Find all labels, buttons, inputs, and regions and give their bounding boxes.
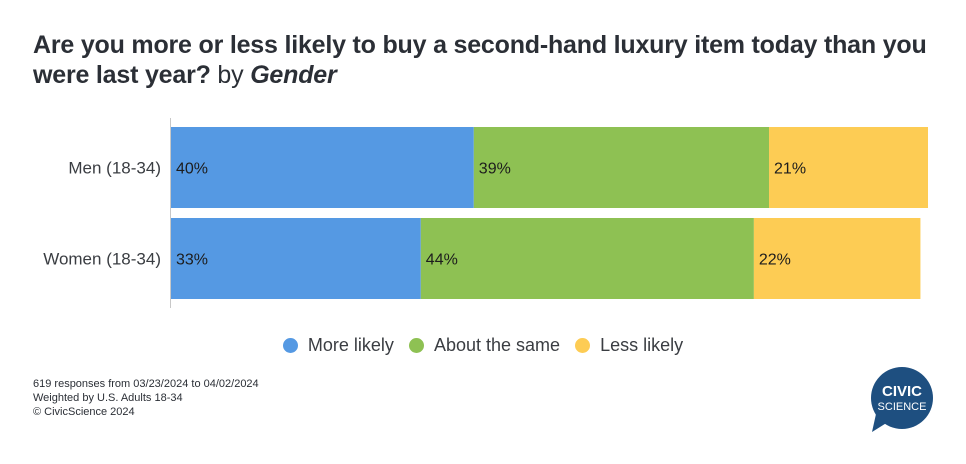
logo-bubble-tail-icon <box>872 414 888 432</box>
logo-text-civic: CIVIC <box>882 383 922 400</box>
footer-notes: 619 responses from 03/23/2024 to 04/02/2… <box>33 377 259 419</box>
legend-item-about-the-same[interactable]: About the same <box>408 335 561 356</box>
legend-label: Less likely <box>600 335 684 355</box>
logo-text-science: SCIENCE <box>878 401 927 413</box>
bars-group: 40% 39% 21% 33% 44% 22% <box>171 127 928 299</box>
civicscience-logo: CIVIC SCIENCE <box>871 367 933 432</box>
legend-dot-icon <box>408 338 424 353</box>
value-label-men-18-34-less-likely: 21% <box>774 161 806 178</box>
footer-responses: 619 responses from 03/23/2024 to 04/02/2… <box>33 378 259 390</box>
value-label-men-18-34-more-likely: 40% <box>176 161 208 178</box>
footer-weighting: Weighted by U.S. Adults 18-34 <box>33 392 183 404</box>
chart-title: Are you more or less likely to buy a sec… <box>33 30 933 90</box>
bar-men-18-34-about-the-same[interactable] <box>473 127 770 208</box>
category-label-women-18-34: Women (18-34) <box>43 250 161 269</box>
title-dimension: Gender <box>250 61 337 89</box>
legend-dot-icon <box>575 338 591 353</box>
bar-women-18-34-less-likely[interactable] <box>753 218 921 299</box>
bar-women-18-34-more-likely[interactable] <box>171 218 421 299</box>
logo-bubble-icon <box>871 367 933 429</box>
value-label-men-18-34-about-the-same: 39% <box>479 161 511 178</box>
category-label-men-18-34: Men (18-34) <box>68 159 161 178</box>
legend-item-more-likely[interactable]: More likely <box>282 335 394 356</box>
bar-women-18-34-about-the-same[interactable] <box>420 218 754 299</box>
legend-dot-icon <box>282 338 298 353</box>
legend-item-less-likely[interactable]: Less likely <box>575 335 683 356</box>
legend: More likely About the same Less likely <box>0 335 966 358</box>
stacked-bar-chart: 40% 39% 21% 33% 44% 22% Men (18-34) Women (18-… <box>43 118 928 308</box>
legend-label: More likely <box>307 335 394 355</box>
bar-men-18-34-less-likely[interactable] <box>769 127 928 208</box>
footer-copyright: © CivicScience 2024 <box>33 406 135 418</box>
value-label-women-18-34-about-the-same: 44% <box>426 252 458 269</box>
title-main: Are you more or less likely to buy a sec… <box>33 31 927 89</box>
title-by: by <box>217 61 244 89</box>
bar-men-18-34-more-likely[interactable] <box>171 127 474 208</box>
legend-label: About the same <box>433 335 561 355</box>
value-label-women-18-34-less-likely: 22% <box>759 252 791 269</box>
value-label-women-18-34-more-likely: 33% <box>176 252 208 269</box>
